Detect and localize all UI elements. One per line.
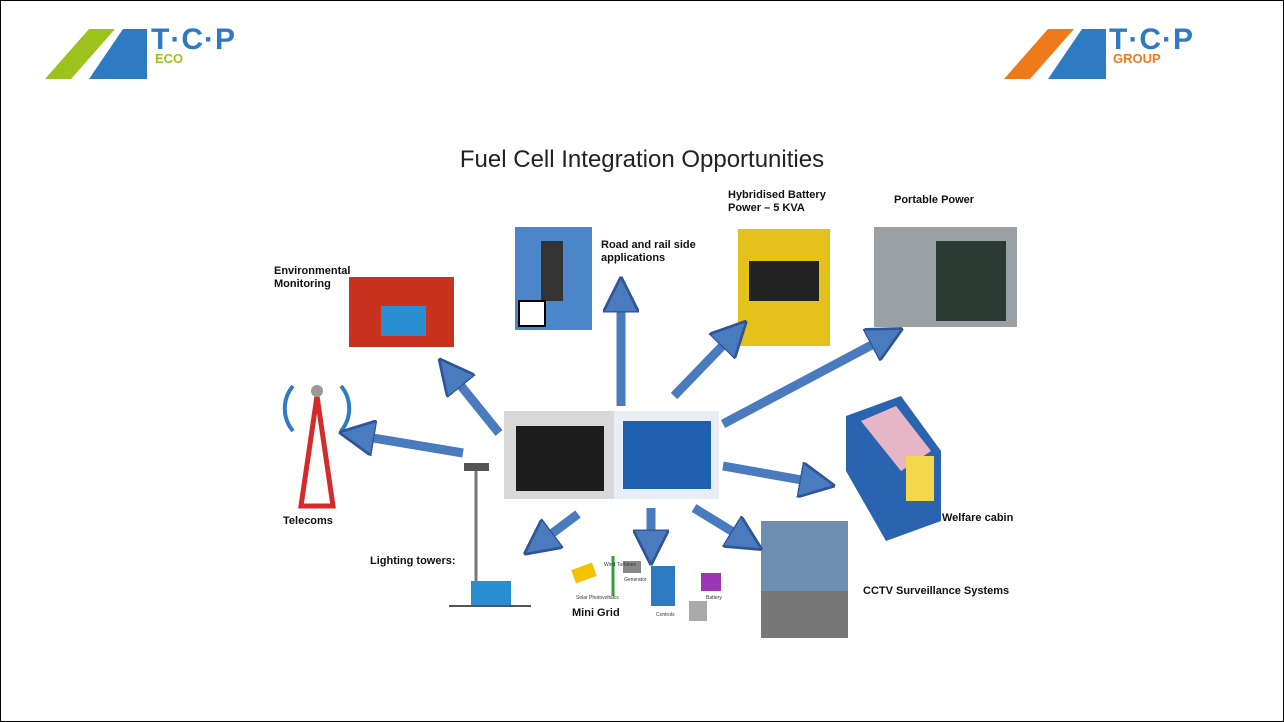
cctv-image: [761, 591, 848, 638]
label: Welfare cabin: [942, 512, 1013, 525]
label: Road and rail side applications: [601, 239, 721, 265]
minigrid-part: Wind Turbines: [604, 562, 636, 568]
slide: Solar Photovoltaics Wind Turbines Genera…: [0, 0, 1284, 722]
portable-image: [936, 241, 1006, 321]
fuel-cell-image: [516, 426, 604, 491]
logo-right: T·C·P GROUP: [1109, 23, 1194, 66]
welfare-image: [846, 396, 941, 541]
graphics: Solar Photovoltaics Wind Turbines Genera…: [1, 1, 1283, 721]
minigrid-part: Controls: [656, 612, 675, 618]
minigrid-part: Solar Photovoltaics: [576, 595, 619, 601]
label: Mini Grid: [572, 607, 620, 620]
road-image: [541, 241, 563, 301]
hybrid-image: [749, 261, 819, 301]
label: Telecoms: [283, 515, 333, 528]
environmental-image: [381, 306, 426, 336]
road-image: [519, 301, 545, 326]
minigrid-part: Battery: [706, 595, 722, 601]
label: Environmental Monitoring: [274, 265, 369, 291]
fuel-cell-image: [623, 421, 711, 489]
title: Fuel Cell Integration Opportunities: [1, 146, 1283, 174]
label: Hybridised Battery Power – 5 KVA: [728, 189, 853, 215]
minigrid-part: Generator: [624, 577, 647, 583]
label: Lighting towers:: [370, 555, 456, 568]
label: Portable Power: [894, 194, 974, 207]
telecoms-image: [285, 385, 349, 506]
logo-left: T·C·P ECO: [151, 23, 236, 66]
label: CCTV Surveillance Systems: [863, 585, 1009, 598]
